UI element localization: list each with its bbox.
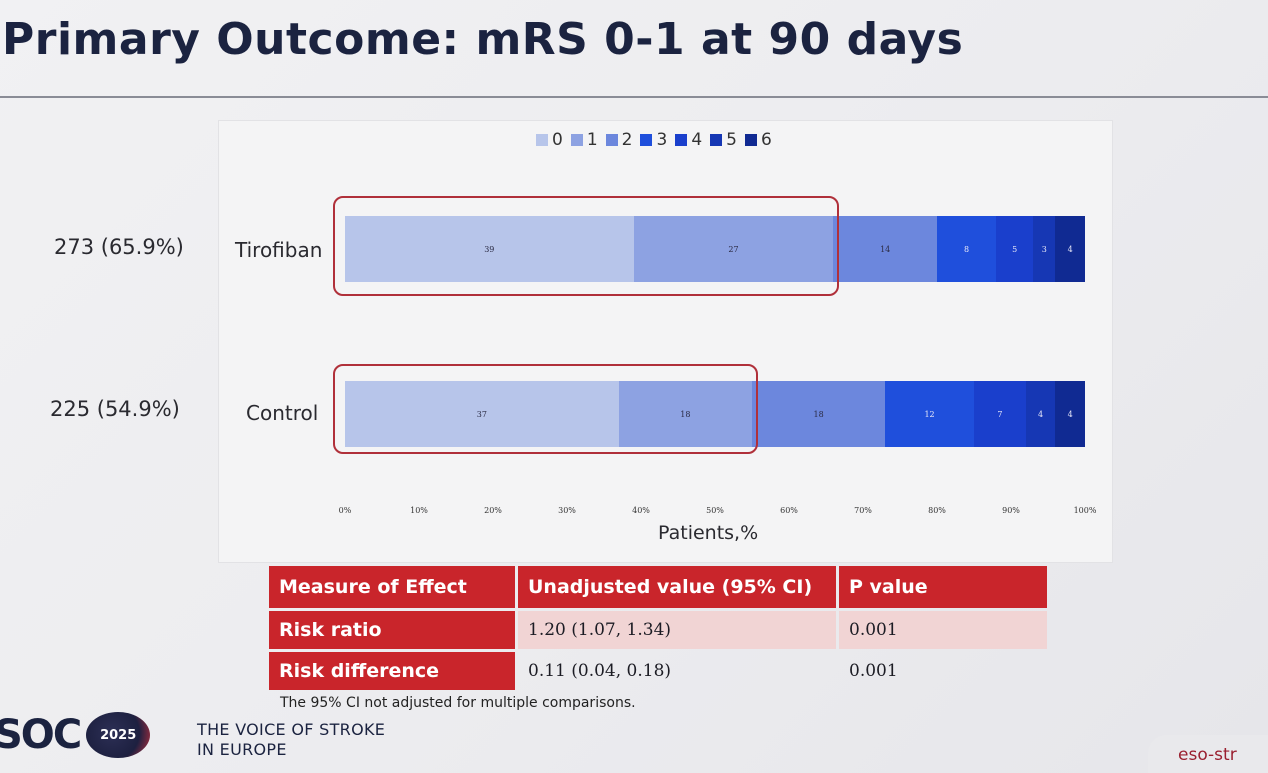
x-tick-label: 20% [484,506,502,515]
tirofiban-stacked-bar: 39 27 14 8 5 3 4 [345,216,1085,282]
table-row: Risk ratio 1.20 (1.07, 1.34) 0.001 [269,611,1047,649]
tagline: THE VOICE OF STROKE IN EUROPE [197,720,385,760]
legend-label: 0 [552,130,563,150]
bar-segment-mrs-0: 39 [345,216,634,282]
tirofiban-mrs01-highlight [333,196,840,296]
legend-item-mrs-4: 4 [675,130,702,150]
table-row: Risk difference 0.11 (0.04, 0.18) 0.001 [269,652,1047,690]
legend-swatch [605,134,618,146]
legend-item-mrs-5: 5 [710,130,737,150]
tagline-line-1: THE VOICE OF STROKE [197,720,386,739]
legend-label: 2 [621,130,633,150]
x-tick-label: 40% [632,506,650,515]
bar-segment-mrs-3: 12 [885,381,974,447]
header-p: P value [839,566,1047,608]
legend-label: 4 [691,130,703,150]
bar-segment-mrs-3: 8 [936,216,997,282]
measure-risk-difference: Risk difference [269,652,515,690]
x-tick-label: 70% [854,506,872,515]
bar-segment-mrs-2: 14 [833,216,937,282]
legend-item-mrs-1: 1 [570,130,598,150]
legend-swatch [675,134,688,146]
x-tick-label: 0% [338,506,352,515]
bar-segment-mrs-5: 3 [1033,216,1056,282]
bar-segment-mrs-0: 37 [345,381,619,447]
x-tick-label: 100% [1073,506,1097,515]
x-tick-label: 90% [1002,506,1020,515]
chart-legend: 0 1 2 3 4 5 6 [536,130,772,150]
legend-swatch [744,134,757,146]
bar-segment-mrs-6: 4 [1055,216,1085,282]
legend-swatch [640,134,653,146]
x-axis-label: Patients,% [658,522,759,544]
control-count-label: 225 (54.9%) [50,397,180,421]
control-mrs01-highlight [333,364,758,454]
legend-label: 6 [760,130,772,150]
x-tick-label: 10% [410,506,428,515]
bar-segment-mrs-4: 5 [996,216,1034,282]
control-row-label: Control [246,401,319,425]
legend-item-mrs-0: 0 [536,130,563,150]
slide-title: Primary Outcome: mRS 0-1 at 90 days [2,14,964,65]
legend-item-mrs-2: 2 [605,130,633,150]
legend-item-mrs-6: 6 [744,130,772,150]
legend-label: 5 [726,130,737,150]
bar-segment-mrs-2: 18 [751,381,886,447]
logo-text: SOC [0,712,82,758]
bar-segment-mrs-6: 4 [1055,381,1085,447]
value-risk-ratio: 1.20 (1.07, 1.34) [518,611,836,649]
legend-label: 1 [586,130,598,150]
footnote: The 95% CI not adjusted for multiple com… [280,695,636,711]
chart-panel [218,120,1113,563]
header-value: Unadjusted value (95% CI) [518,566,836,608]
legend-swatch [710,134,723,146]
value-risk-difference: 0.11 (0.04, 0.18) [528,661,672,681]
bar-segment-mrs-1: 27 [633,216,834,282]
legend-swatch [536,134,548,146]
logo-year-badge: 2025 [86,712,151,758]
bar-segment-mrs-4: 7 [973,381,1026,447]
tirofiban-row-label: Tirofiban [235,238,323,262]
tirofiban-count-label: 273 (65.9%) [54,235,184,259]
legend-item-mrs-3: 3 [640,130,667,150]
tagline-line-2: IN EUROPE [197,740,287,759]
x-tick-label: 80% [928,506,946,515]
measure-risk-ratio: Risk ratio [269,611,515,649]
website-link[interactable]: eso-str [1148,735,1268,773]
x-tick-label: 60% [780,506,798,515]
title-divider [0,96,1268,98]
legend-swatch [570,134,583,146]
p-risk-difference: 0.001 [849,661,898,681]
effect-table: Measure of Effect Unadjusted value (95% … [266,563,1050,693]
eso-logo: SOC 2025 [0,712,151,758]
legend-label: 3 [656,130,668,150]
control-stacked-bar: 37 18 18 12 7 4 4 [345,381,1085,447]
header-measure: Measure of Effect [269,566,515,608]
x-tick-label: 50% [706,506,724,515]
bar-segment-mrs-1: 18 [618,381,752,447]
bar-segment-mrs-5: 4 [1025,381,1056,447]
x-tick-label: 30% [558,506,576,515]
effect-table-header: Measure of Effect Unadjusted value (95% … [269,566,1047,608]
p-risk-ratio: 0.001 [839,611,1047,649]
